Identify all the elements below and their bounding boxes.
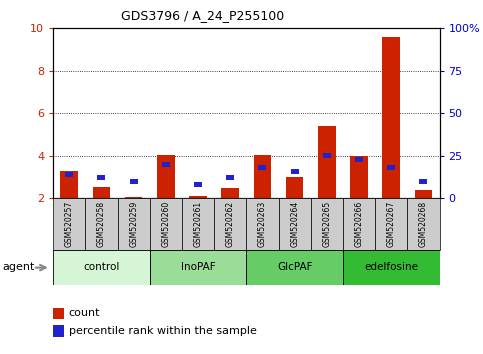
Bar xyxy=(60,171,78,198)
FancyBboxPatch shape xyxy=(53,198,85,250)
Bar xyxy=(419,179,427,184)
Text: GSM520257: GSM520257 xyxy=(65,201,74,247)
FancyBboxPatch shape xyxy=(53,250,150,285)
Bar xyxy=(194,182,202,187)
Bar xyxy=(125,197,142,198)
Text: GSM520266: GSM520266 xyxy=(355,201,364,247)
FancyBboxPatch shape xyxy=(343,198,375,250)
Text: GSM520265: GSM520265 xyxy=(322,201,331,247)
Text: GSM520264: GSM520264 xyxy=(290,201,299,247)
Bar xyxy=(350,156,368,198)
Text: GDS3796 / A_24_P255100: GDS3796 / A_24_P255100 xyxy=(121,9,284,22)
Bar xyxy=(291,169,298,173)
Text: GlcPAF: GlcPAF xyxy=(277,262,313,272)
Text: InoPAF: InoPAF xyxy=(181,262,215,272)
Bar xyxy=(323,153,331,158)
Bar xyxy=(387,165,395,170)
Bar xyxy=(189,196,207,198)
Text: GSM520261: GSM520261 xyxy=(194,201,202,247)
Text: count: count xyxy=(69,308,100,318)
Text: GSM520260: GSM520260 xyxy=(161,201,170,247)
FancyBboxPatch shape xyxy=(150,250,246,285)
Bar xyxy=(414,190,432,198)
Text: percentile rank within the sample: percentile rank within the sample xyxy=(69,326,256,336)
Bar xyxy=(129,179,138,184)
Bar xyxy=(318,126,336,198)
FancyBboxPatch shape xyxy=(246,198,279,250)
FancyBboxPatch shape xyxy=(279,198,311,250)
Bar xyxy=(221,188,239,198)
Bar xyxy=(157,155,175,198)
Bar xyxy=(355,156,363,162)
Text: agent: agent xyxy=(2,262,35,272)
Bar xyxy=(286,177,303,198)
FancyBboxPatch shape xyxy=(375,198,407,250)
Text: GSM520258: GSM520258 xyxy=(97,201,106,247)
Text: GSM520263: GSM520263 xyxy=(258,201,267,247)
Bar xyxy=(258,165,267,170)
FancyBboxPatch shape xyxy=(182,198,214,250)
FancyBboxPatch shape xyxy=(407,198,440,250)
Bar xyxy=(254,155,271,198)
Text: GSM520262: GSM520262 xyxy=(226,201,235,247)
Bar xyxy=(226,175,234,181)
Text: GSM520268: GSM520268 xyxy=(419,201,428,247)
Bar xyxy=(65,172,73,177)
Bar xyxy=(93,187,110,198)
Text: edelfosine: edelfosine xyxy=(364,262,418,272)
Bar xyxy=(162,162,170,167)
Bar xyxy=(98,175,105,181)
Text: control: control xyxy=(83,262,120,272)
FancyBboxPatch shape xyxy=(85,198,117,250)
FancyBboxPatch shape xyxy=(150,198,182,250)
Bar xyxy=(383,37,400,198)
FancyBboxPatch shape xyxy=(246,250,343,285)
FancyBboxPatch shape xyxy=(311,198,343,250)
Text: GSM520259: GSM520259 xyxy=(129,201,138,247)
Text: GSM520267: GSM520267 xyxy=(387,201,396,247)
FancyBboxPatch shape xyxy=(117,198,150,250)
FancyBboxPatch shape xyxy=(343,250,440,285)
FancyBboxPatch shape xyxy=(214,198,246,250)
